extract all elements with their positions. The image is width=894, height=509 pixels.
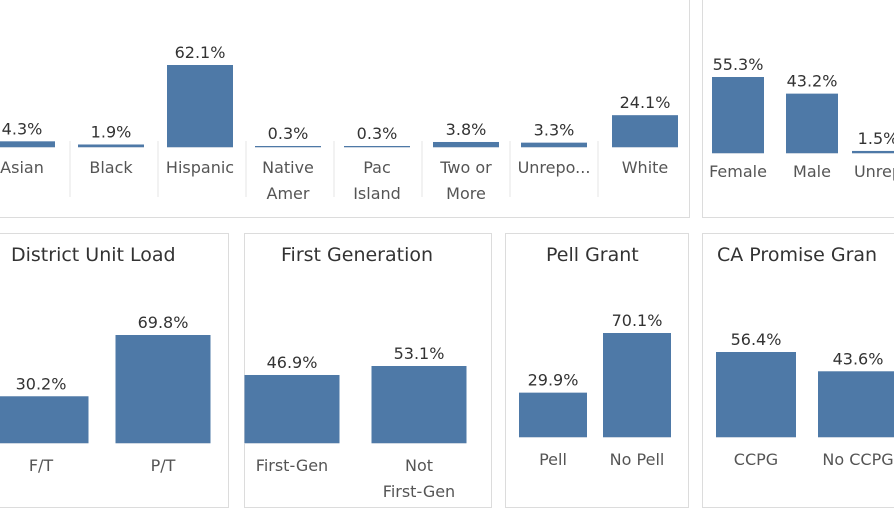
category-label: Pac (363, 158, 391, 177)
unit-load-title: District Unit Load (11, 244, 176, 266)
ca-promise-chart: 56.4% CCPG 43.6% No CCPG (716, 330, 894, 469)
category-label: Hispanic (166, 158, 234, 177)
value-label: 3.8% (446, 120, 487, 139)
category-label: No Pell (610, 450, 665, 469)
value-label: 0.3% (268, 124, 309, 143)
bar[interactable] (344, 146, 410, 147)
value-label: 62.1% (175, 43, 226, 62)
category-label: Female (709, 162, 767, 181)
category-label: F/T (29, 456, 54, 475)
category-label: First-Gen (256, 456, 328, 475)
category-label: More (446, 184, 486, 203)
bar[interactable] (712, 77, 764, 153)
unit-load-panel: District Unit Load 30.2% F/T 69.8% P/T (0, 233, 229, 508)
bar[interactable] (371, 366, 467, 443)
category-label: Two or (439, 158, 492, 177)
category-label: White (622, 158, 669, 177)
pell-title: Pell Grant (546, 244, 639, 266)
bar[interactable] (167, 65, 233, 147)
first-gen-chart: 46.9% First-Gen 53.1% Not First-Gen (244, 344, 467, 501)
category-label: Male (793, 162, 831, 181)
category-label: P/T (151, 456, 176, 475)
value-label: 43.6% (833, 349, 884, 368)
bar[interactable] (0, 396, 89, 443)
value-label: 3.3% (534, 121, 575, 140)
value-label: 30.2% (16, 374, 67, 393)
ethnicity-chart: 4.3% Asian 1.9% Black 62.1% Hispanic 0.3% Nativ… (0, 43, 678, 203)
gender-panel: 55.3% Female 43.2% Male 1.5% Unrep (702, 0, 894, 218)
gender-chart: 55.3% Female 43.2% Male 1.5% Unrep (709, 55, 894, 181)
category-label: CCPG (734, 450, 778, 469)
value-label: 4.3% (2, 119, 43, 138)
bar[interactable] (115, 335, 211, 443)
bar[interactable] (521, 142, 587, 147)
bar[interactable] (612, 115, 678, 147)
bar[interactable] (716, 352, 796, 437)
value-label: 24.1% (620, 93, 671, 112)
value-label: 1.9% (91, 122, 132, 141)
category-label: No CCPG (822, 450, 893, 469)
bar[interactable] (0, 141, 55, 147)
category-label: Island (353, 184, 401, 203)
category-label: Not (405, 456, 433, 475)
ca-promise-title: CA Promise Gran (717, 244, 878, 266)
category-label: Pell (539, 450, 567, 469)
bar[interactable] (244, 374, 340, 443)
bar[interactable] (519, 392, 587, 437)
pell-panel: Pell Grant 29.9% Pell 70.1% No Pell (505, 233, 689, 508)
first-gen-panel: First Generation 46.9% First-Gen 53.1% Not F… (244, 233, 492, 508)
value-label: 69.8% (138, 313, 189, 332)
category-label: Black (89, 158, 133, 177)
value-label: 29.9% (528, 371, 579, 390)
category-label: Unrep (854, 162, 894, 181)
first-gen-title: First Generation (281, 244, 434, 266)
value-label: 70.1% (612, 311, 663, 330)
pell-chart: 29.9% Pell 70.1% No Pell (519, 311, 671, 469)
category-label: Amer (267, 184, 310, 203)
ethnicity-panel: 4.3% Asian 1.9% Black 62.1% Hispanic 0.3% Nativ… (0, 0, 690, 218)
bar[interactable] (852, 150, 894, 153)
unit-load-chart: 30.2% F/T 69.8% P/T (0, 313, 211, 475)
value-label: 43.2% (787, 72, 838, 91)
bar[interactable] (786, 93, 838, 153)
category-label: Native (262, 158, 314, 177)
bar[interactable] (78, 144, 144, 147)
value-label: 55.3% (713, 55, 764, 74)
value-label: 53.1% (394, 344, 445, 363)
bar[interactable] (603, 333, 671, 437)
ca-promise-panel: CA Promise Gran 56.4% CCPG 43.6% No CCPG (702, 233, 894, 508)
value-label: 56.4% (731, 330, 782, 349)
value-label: 46.9% (267, 353, 318, 372)
category-label: Asian (0, 158, 44, 177)
value-label: 0.3% (357, 124, 398, 143)
bar[interactable] (255, 146, 321, 147)
category-label: Unrepo... (518, 158, 591, 177)
bar[interactable] (433, 141, 499, 147)
bar[interactable] (818, 371, 894, 437)
value-label: 1.5% (858, 129, 894, 148)
category-label: First-Gen (383, 482, 455, 501)
